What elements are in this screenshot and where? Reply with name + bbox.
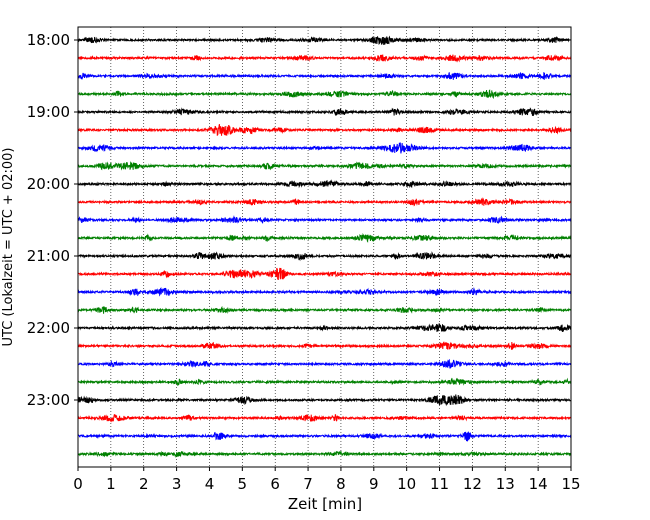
x-tick-label: 2 (139, 475, 149, 493)
x-tick-label: 9 (369, 475, 379, 493)
trace-1915 (77, 123, 572, 136)
trace-2045 (77, 232, 572, 243)
x-tick-label: 14 (529, 475, 548, 493)
trace-2245 (77, 377, 572, 386)
trace-1845 (77, 89, 572, 100)
trace-2330 (77, 431, 572, 442)
y-tick-label: 19:00 (27, 103, 70, 121)
x-tick-label: 1 (106, 475, 116, 493)
vertical-grid (110, 27, 539, 467)
trace-2100 (77, 251, 572, 262)
x-tick-label: 0 (73, 475, 83, 493)
trace-2030 (77, 215, 572, 224)
trace-1930 (77, 142, 572, 154)
x-tick-label: 5 (238, 475, 248, 493)
trace-2215 (77, 341, 572, 350)
trace-2145 (77, 305, 572, 314)
x-tick-label: 12 (463, 475, 482, 493)
plot-frame (77, 26, 572, 468)
trace-1815 (77, 54, 572, 63)
y-tick-label: 18:00 (27, 31, 70, 49)
trace-1900 (77, 107, 572, 117)
trace-2115 (77, 267, 572, 281)
trace-2345 (77, 450, 572, 458)
trace-2000 (77, 179, 572, 189)
trace-2200 (77, 323, 572, 333)
x-tick-label: 7 (303, 475, 313, 493)
trace-2300 (77, 394, 572, 407)
x-axis-ticks: 0 1 2 3 4 5 6 7 8 9 10 11 12 13 14 15 (73, 467, 581, 493)
y-axis-label: UTC (Lokalzeit = UTC + 02:00) (1, 148, 16, 347)
x-tick-label: 8 (336, 475, 346, 493)
y-tick-label: 20:00 (27, 175, 70, 193)
y-axis-ticks: 18:00 19:00 20:00 21:00 22:00 23:00 (27, 31, 78, 409)
trace-2230 (77, 358, 572, 369)
y-tick-label: 22:00 (27, 319, 70, 337)
y-tick-label: 21:00 (27, 247, 70, 265)
x-tick-label: 10 (397, 475, 416, 493)
trace-1945 (77, 160, 572, 171)
y-tick-label: 23:00 (27, 391, 70, 409)
x-tick-label: 3 (172, 475, 182, 493)
trace-1830 (77, 71, 572, 81)
trace-2015 (77, 197, 572, 207)
seismic-traces (77, 35, 572, 458)
x-tick-label: 13 (496, 475, 515, 493)
trace-1800 (77, 35, 572, 46)
x-tick-label: 15 (561, 475, 580, 493)
trace-2315 (77, 414, 572, 423)
x-tick-label: 6 (270, 475, 280, 493)
trace-2130 (77, 287, 572, 297)
x-tick-label: 4 (205, 475, 215, 493)
x-axis-label: Zeit [min] (288, 495, 362, 513)
x-tick-label: 11 (430, 475, 449, 493)
